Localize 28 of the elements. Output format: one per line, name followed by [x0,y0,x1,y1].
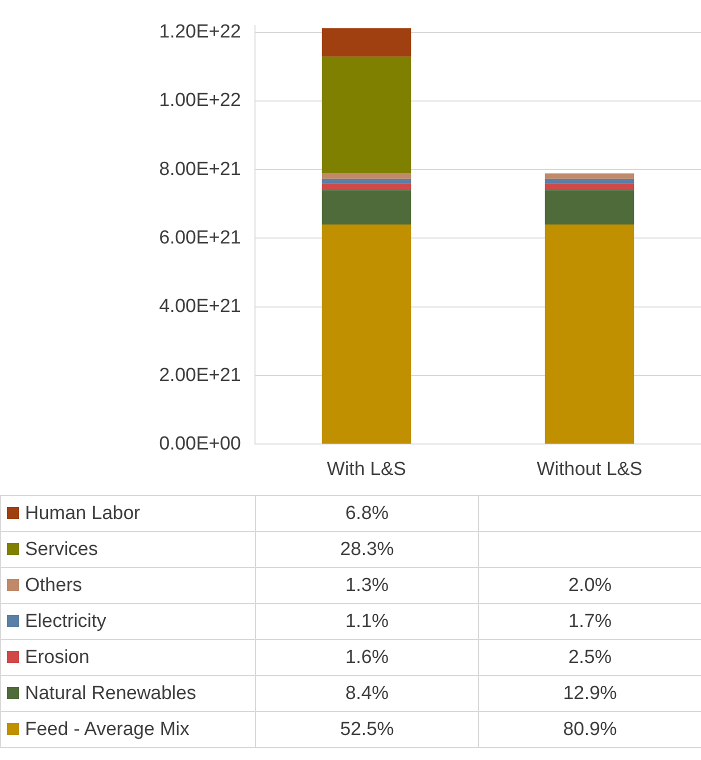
text: 2.5% [478,640,701,676]
legend-label: Others [0,568,256,604]
y-tick-label: 0.00E+00 [159,433,241,454]
text: 1.3% [256,568,478,604]
text: 28.3% [256,532,478,568]
legend-label: Erosion [0,640,256,676]
text: 2.0% [478,568,701,604]
text: 80.9% [478,712,701,748]
legend-label: Natural Renewables [0,676,256,712]
y-tick-label: 4.00E+21 [159,296,241,318]
text: 52.5% [256,712,478,748]
text: 1.6% [256,640,478,676]
y-tick-label: 1.20E+22 [159,22,241,42]
legend-label: Feed - Average Mix [0,712,256,748]
legend-label: Human Labor [0,496,256,532]
y-tick-label: 2.00E+21 [159,364,241,386]
y-tick-label: 8.00E+21 [159,158,241,180]
text: 8.4% [256,676,478,712]
x-tick-label: Without L&S [536,458,642,480]
text: 12.9% [478,676,701,712]
x-tick-label: With L&S [326,458,406,480]
legend-label: Electricity [0,604,256,640]
text: 6.8% [256,496,478,532]
legend-label: Services [0,532,256,568]
text: 1.7% [478,604,701,640]
text: 1.1% [256,604,478,640]
y-tick-label: 1.00E+22 [159,90,241,112]
y-tick-label: 6.00E+21 [159,227,241,248]
